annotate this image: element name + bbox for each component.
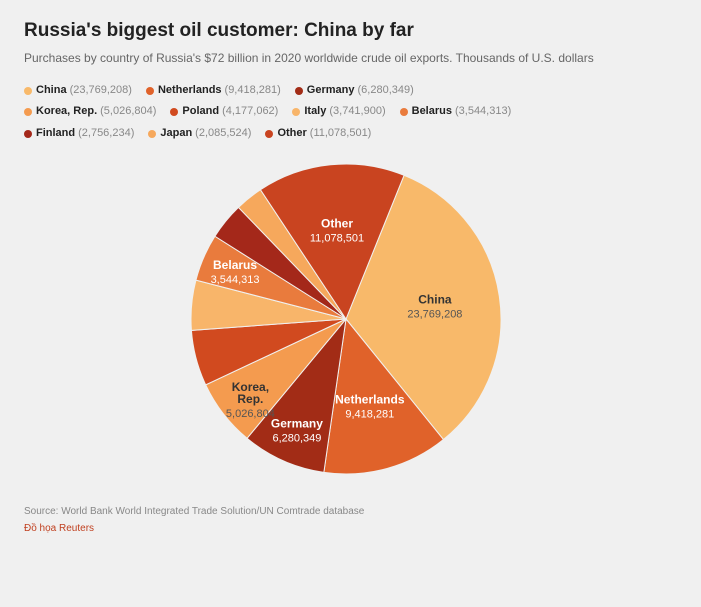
slice-label-name: Netherlands	[335, 393, 405, 407]
legend-value: (2,756,234)	[78, 124, 134, 144]
legend: China(23,769,208) Netherlands(9,418,281) G…	[24, 81, 677, 146]
legend-label: Japan	[160, 124, 192, 144]
legend-label: Netherlands	[158, 81, 222, 101]
slice-label-value: 11,078,501	[309, 232, 363, 244]
legend-value: (23,769,208)	[70, 81, 132, 101]
legend-label: Other	[277, 124, 306, 144]
legend-item: Belarus(3,544,313)	[400, 102, 512, 122]
legend-value: (3,544,313)	[455, 102, 511, 122]
legend-item: Other(11,078,501)	[265, 124, 371, 144]
legend-label: Belarus	[412, 102, 452, 122]
slice-label-value: 5,026,804	[225, 408, 274, 420]
legend-label: Finland	[36, 124, 75, 144]
legend-swatch	[24, 130, 32, 138]
legend-item: Finland(2,756,234)	[24, 124, 134, 144]
legend-item: Germany(6,280,349)	[295, 81, 414, 101]
legend-item: Netherlands(9,418,281)	[146, 81, 281, 101]
legend-swatch	[146, 87, 154, 95]
legend-swatch	[24, 87, 32, 95]
slice-label-value: 23,769,208	[407, 309, 462, 321]
chart-title: Russia's biggest oil customer: China by …	[24, 20, 677, 42]
legend-value: (2,085,524)	[195, 124, 251, 144]
legend-swatch	[295, 87, 303, 95]
legend-swatch	[400, 108, 408, 116]
legend-swatch	[265, 130, 273, 138]
credit-text: Đồ họa Reuters	[24, 523, 677, 534]
legend-value: (3,741,900)	[329, 102, 385, 122]
legend-value: (11,078,501)	[310, 124, 372, 144]
legend-label: Italy	[304, 102, 326, 122]
legend-value: (4,177,062)	[222, 102, 278, 122]
legend-item: Italy(3,741,900)	[292, 102, 385, 122]
legend-value: (9,418,281)	[225, 81, 281, 101]
pie-chart: China 23,769,208 Netherlands 9,418,281 Germa…	[171, 154, 531, 494]
chart-subtitle: Purchases by country of Russia's $72 bil…	[24, 50, 677, 67]
legend-item: Japan(2,085,524)	[148, 124, 251, 144]
legend-item: Korea, Rep.(5,026,804)	[24, 102, 156, 122]
pie-chart-container: China 23,769,208 Netherlands 9,418,281 Germa…	[24, 154, 677, 494]
slice-label-value: 3,544,313	[210, 274, 259, 286]
slice-label-value: 6,280,349	[272, 432, 321, 444]
legend-swatch	[24, 108, 32, 116]
source-text: Source: World Bank World Integrated Trad…	[24, 506, 677, 517]
slice-label-value: 9,418,281	[345, 409, 394, 421]
legend-label: Poland	[182, 102, 219, 122]
slice-label-name: Germany	[270, 416, 322, 430]
legend-label: Korea, Rep.	[36, 102, 97, 122]
legend-label: China	[36, 81, 67, 101]
slice-label-name: China	[418, 293, 452, 307]
legend-swatch	[148, 130, 156, 138]
legend-swatch	[170, 108, 178, 116]
legend-value: (6,280,349)	[358, 81, 414, 101]
legend-swatch	[292, 108, 300, 116]
slice-label-name: Other	[320, 216, 352, 230]
slice-label-name: Belarus	[213, 258, 257, 272]
legend-label: Germany	[307, 81, 355, 101]
legend-value: (5,026,804)	[100, 102, 156, 122]
legend-item: Poland(4,177,062)	[170, 102, 278, 122]
legend-item: China(23,769,208)	[24, 81, 132, 101]
